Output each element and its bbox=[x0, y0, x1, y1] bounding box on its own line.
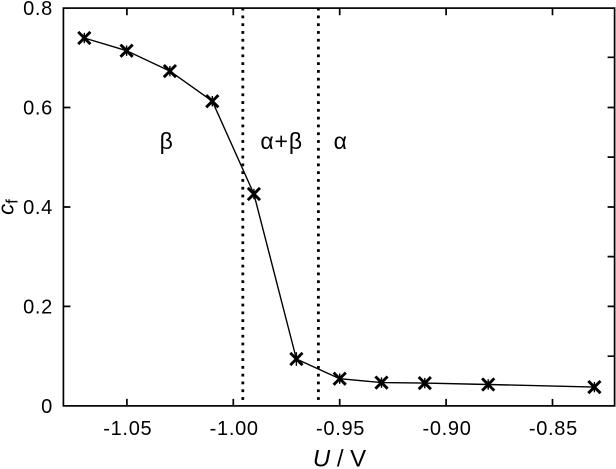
svg-text:α: α bbox=[334, 128, 347, 154]
svg-text:-1.05: -1.05 bbox=[103, 418, 152, 440]
svg-text:0: 0 bbox=[41, 396, 53, 418]
svg-text:cf: cf bbox=[0, 199, 22, 215]
svg-text:α+β: α+β bbox=[260, 128, 303, 154]
svg-text:0.2: 0.2 bbox=[23, 296, 53, 318]
svg-text:-0.90: -0.90 bbox=[422, 418, 471, 440]
svg-text:-0.85: -0.85 bbox=[529, 418, 578, 440]
svg-text:-1.00: -1.00 bbox=[210, 418, 259, 440]
svg-text:-0.95: -0.95 bbox=[316, 418, 365, 440]
svg-text:β: β bbox=[160, 128, 173, 154]
svg-text:0.8: 0.8 bbox=[23, 0, 53, 20]
svg-text:0.4: 0.4 bbox=[23, 197, 53, 219]
svg-text:0.6: 0.6 bbox=[23, 97, 53, 119]
svg-text:U / V: U / V bbox=[313, 446, 366, 469]
